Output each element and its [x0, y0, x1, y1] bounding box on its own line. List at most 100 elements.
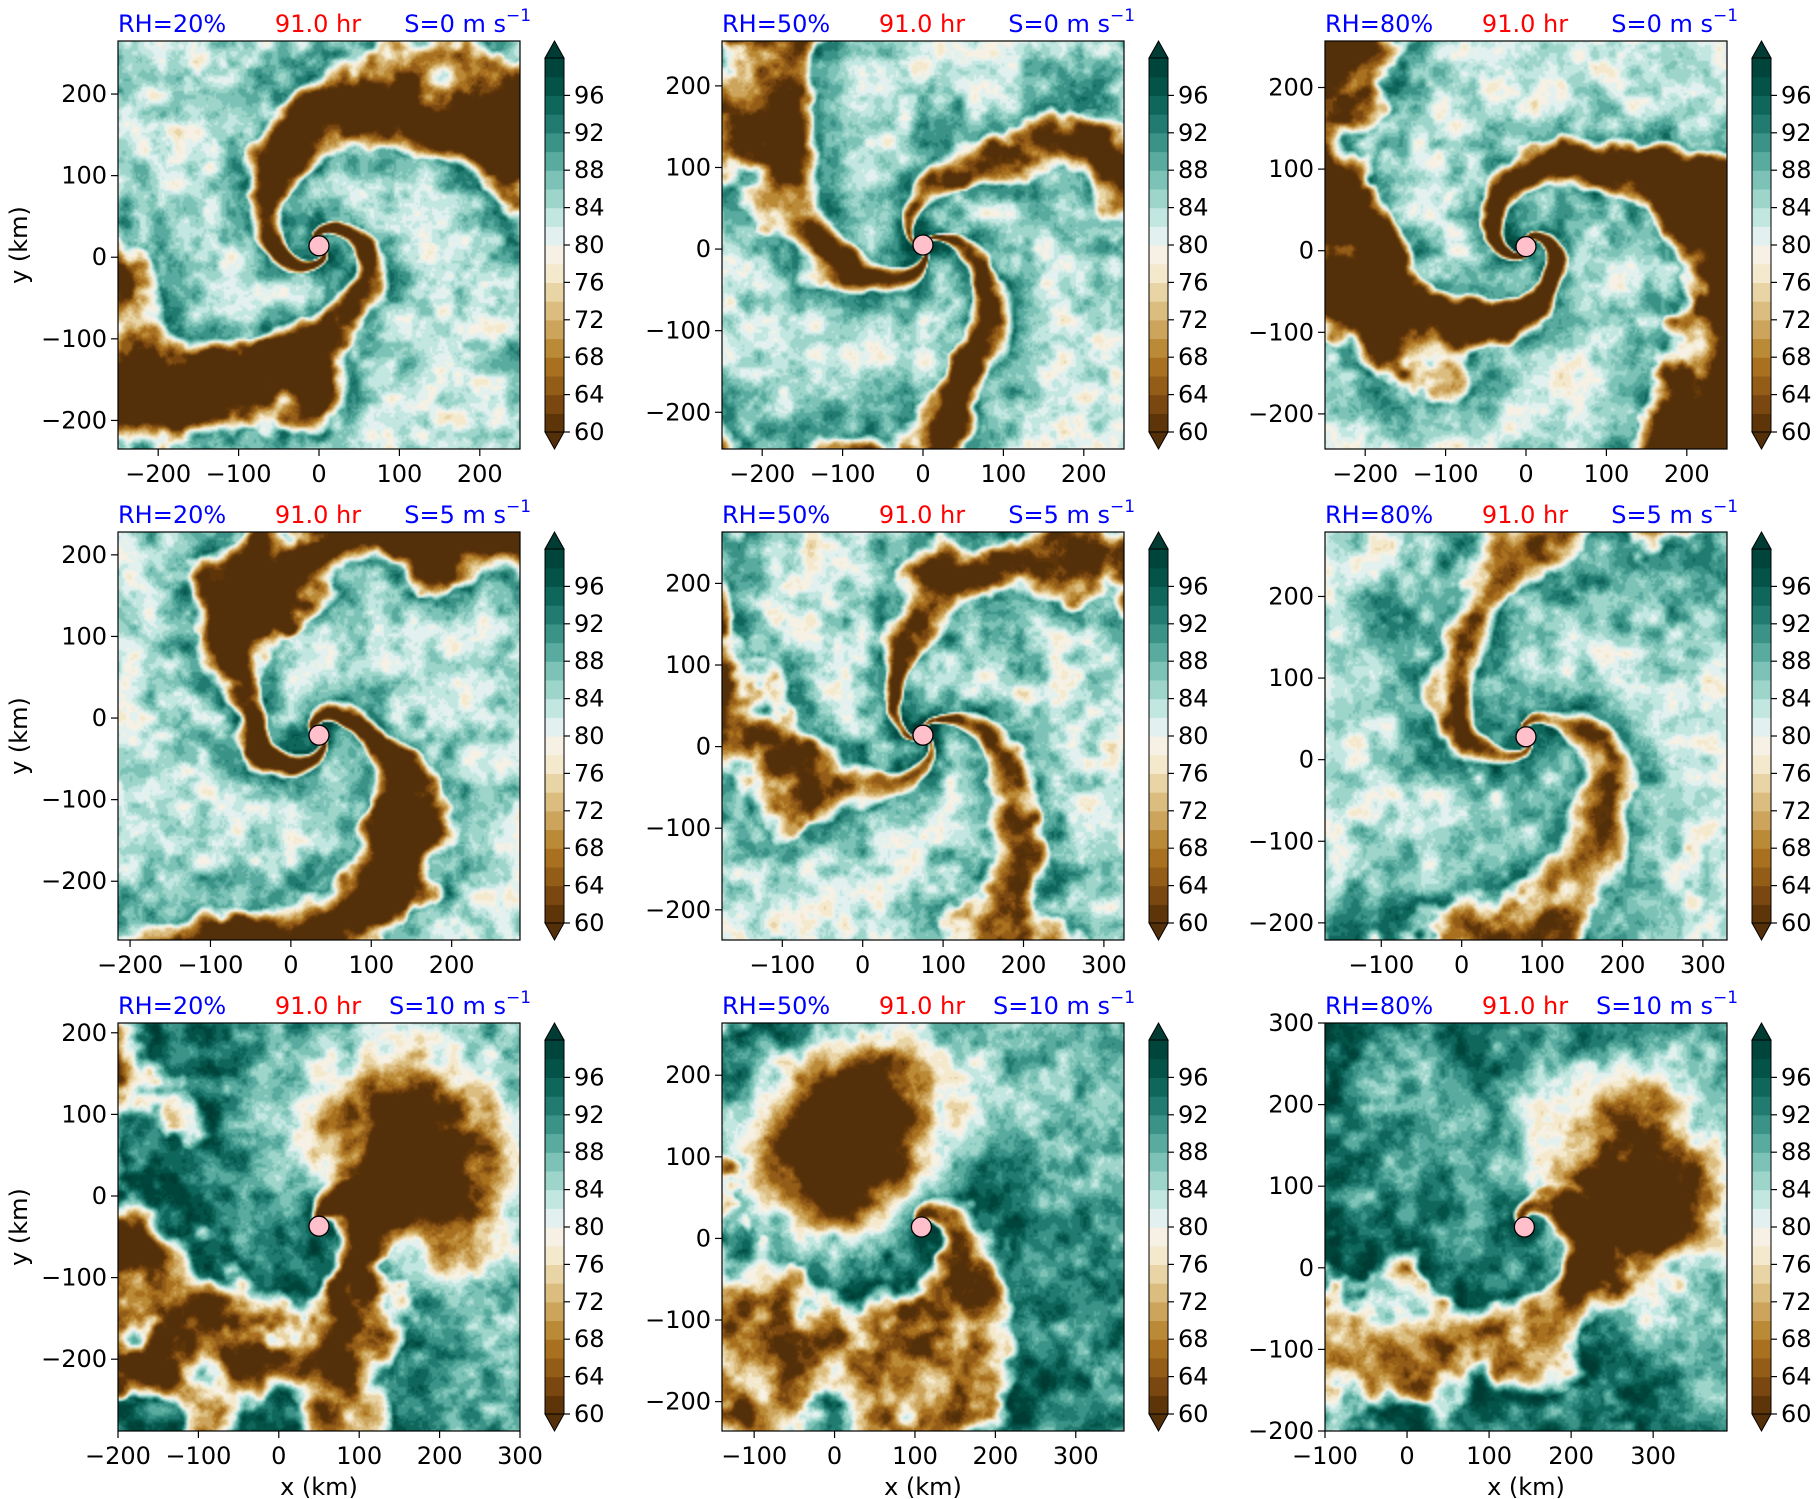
colorbar-segment — [1752, 263, 1771, 283]
colorbar-tick-label: 64 — [574, 1363, 605, 1391]
colorbar-tick-label: 64 — [1781, 381, 1812, 409]
y-tick-label: −200 — [645, 896, 711, 924]
colorbar-tick-label: 72 — [574, 1288, 605, 1316]
colorbar-segment — [1149, 829, 1168, 849]
colorbar: 60 64 68 72 76 80 84 88 92 96 — [1751, 39, 1812, 451]
colorbar-segment — [1752, 661, 1771, 681]
colorbar-tick-label: 60 — [1178, 418, 1209, 446]
colorbar-segment — [545, 207, 564, 227]
axes-frame — [117, 1022, 521, 1432]
colorbar-segment — [1149, 58, 1168, 78]
colorbar-tick-label: 84 — [574, 1176, 605, 1204]
colorbar-segment — [1752, 642, 1771, 662]
panel-7: −200 −100 0 100 200 300 −200 −100 0 100 200 RH=20% 9… — [5, 988, 605, 1499]
x-tick-label: −100 — [1292, 1442, 1358, 1470]
colorbar-segment — [545, 338, 564, 358]
title-shear: S=0 m s — [1611, 10, 1713, 38]
colorbar-extend-min — [1751, 1413, 1772, 1433]
colorbar-segment — [1752, 736, 1771, 756]
y-tick-label: 0 — [696, 235, 711, 263]
colorbar-segment — [545, 885, 564, 905]
x-tick-label: 200 — [1548, 1442, 1594, 1470]
colorbar-tick-label: 76 — [1781, 759, 1812, 787]
colorbar-tick-label: 88 — [574, 1138, 605, 1166]
colorbar-tick-label: 64 — [1178, 872, 1209, 900]
colorbar-segment — [1752, 623, 1771, 644]
colorbar-extend-max — [1751, 1021, 1772, 1041]
x-tick-label: 300 — [1680, 951, 1726, 979]
colorbar-tick-label: 72 — [1178, 306, 1209, 334]
title-time: 91.0 hr — [1482, 992, 1568, 1020]
colorbar-segment — [1752, 226, 1771, 246]
x-tick-label: −200 — [729, 460, 795, 488]
y-tick-label: −200 — [41, 1345, 107, 1373]
colorbar-segment — [1752, 1283, 1771, 1303]
colorbar-segment — [1752, 1357, 1771, 1378]
colorbar-segment — [1149, 132, 1168, 153]
colorbar-tick-label: 96 — [1781, 81, 1812, 109]
title-shear: S=5 m s — [1611, 501, 1713, 529]
x-axis-label: x (km) — [280, 1473, 358, 1499]
colorbar-tick-label: 80 — [1781, 1213, 1812, 1241]
colorbar-segment — [1149, 810, 1168, 831]
colorbar-segment — [545, 375, 564, 396]
colorbar: 60 64 68 72 76 80 84 88 92 96 — [544, 1021, 605, 1433]
axes-frame — [721, 1022, 1125, 1432]
colorbar-segment — [1149, 1245, 1168, 1265]
colorbar-tick-label: 84 — [1781, 1176, 1812, 1204]
x-tick-label: 300 — [497, 1442, 543, 1470]
colorbar-segment — [1752, 567, 1771, 587]
colorbar-tick-label: 96 — [574, 1063, 605, 1091]
colorbar-segment — [1752, 413, 1771, 433]
colorbar-tick-label: 72 — [1178, 1288, 1209, 1316]
x-tick-label: 200 — [1600, 951, 1646, 979]
y-tick-label: 100 — [61, 622, 107, 650]
colorbar-extend-min — [1148, 1413, 1169, 1433]
colorbar-segment — [545, 1301, 564, 1322]
colorbar-segment — [1149, 170, 1168, 190]
title-shear-exponent: −1 — [1713, 497, 1738, 517]
colorbar-segment — [1149, 567, 1168, 587]
colorbar-segment — [1149, 642, 1168, 662]
y-tick-label: 100 — [1268, 1172, 1314, 1200]
colorbar-tick-label: 76 — [1781, 1250, 1812, 1278]
y-tick-label: −200 — [1248, 1417, 1314, 1445]
title-time: 91.0 hr — [275, 992, 361, 1020]
colorbar-segment — [1149, 679, 1168, 700]
colorbar-segment — [545, 1040, 564, 1060]
colorbar-tick-label: 72 — [1178, 797, 1209, 825]
colorbar-segment — [1752, 58, 1771, 78]
x-tick-label: 0 — [283, 951, 298, 979]
y-tick-label: 100 — [1268, 664, 1314, 692]
colorbar-segment — [545, 1096, 564, 1116]
colorbar-segment — [545, 357, 564, 377]
colorbar-tick-label: 68 — [1178, 834, 1209, 862]
colorbar-segment — [545, 263, 564, 283]
title-shear: S=10 m s — [993, 992, 1110, 1020]
colorbar-segment — [545, 1114, 564, 1135]
y-tick-label: 0 — [1299, 237, 1314, 265]
title-rh: RH=20% — [118, 501, 226, 529]
y-tick-label: 100 — [61, 1100, 107, 1128]
colorbar-tick-label: 80 — [1178, 1213, 1209, 1241]
colorbar-segment — [1752, 773, 1771, 793]
colorbar-segment — [1752, 1395, 1771, 1415]
title-shear: S=0 m s — [404, 10, 506, 38]
colorbar-tick-label: 68 — [574, 1325, 605, 1353]
colorbar-tick-label: 88 — [574, 156, 605, 184]
colorbar-tick-label: 88 — [1781, 1138, 1812, 1166]
panel-5: −100 0 100 200 300 −200 −100 0 100 200 RH=50% 91.0 … — [645, 497, 1208, 979]
x-tick-label: 100 — [892, 1442, 938, 1470]
y-tick-label: 200 — [61, 80, 107, 108]
colorbar-tick-label: 68 — [1781, 834, 1812, 862]
colorbar-segment — [1752, 301, 1771, 321]
colorbar-tick-label: 84 — [1781, 194, 1812, 222]
colorbar-segment — [545, 1395, 564, 1415]
colorbar-segment — [545, 1077, 564, 1097]
colorbar-segment — [545, 132, 564, 153]
storm-center-marker — [1513, 1216, 1536, 1238]
x-tick-label: 0 — [1399, 1442, 1414, 1470]
colorbar-segment — [1752, 151, 1771, 171]
colorbar-segment — [1149, 1114, 1168, 1135]
